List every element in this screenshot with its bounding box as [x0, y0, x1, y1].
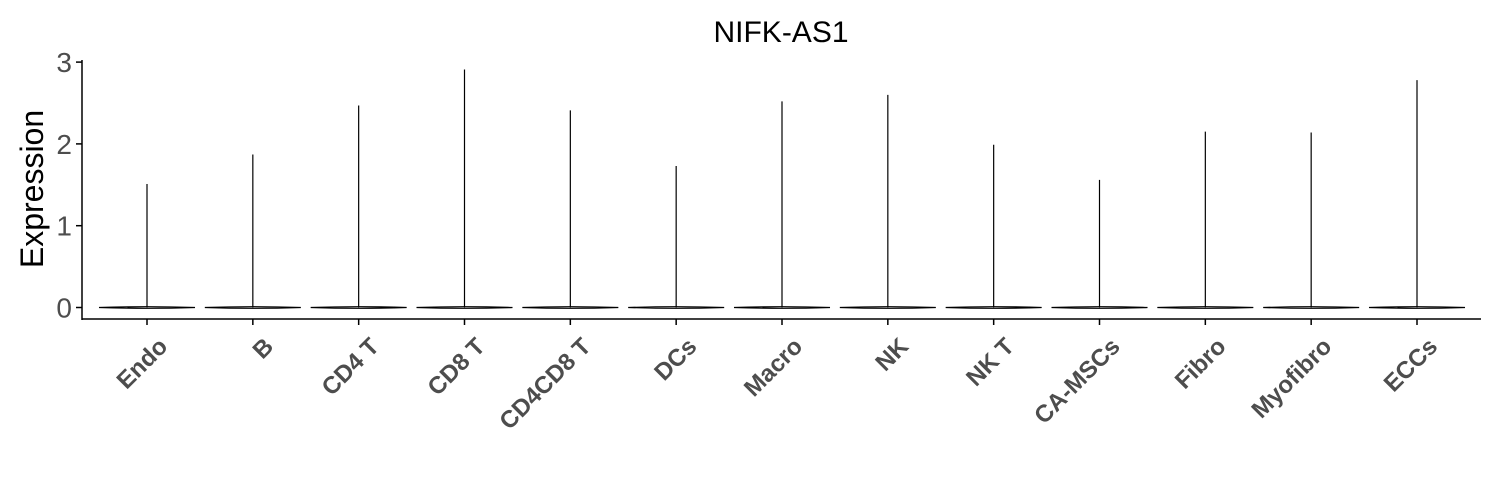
violin-ca-mscs: [1051, 179, 1148, 309]
violin-body: [628, 306, 725, 309]
violin-body: [839, 306, 936, 309]
violin-nk: [839, 94, 936, 309]
violin-body: [416, 306, 513, 309]
violin-body: [522, 306, 619, 309]
violin-endo: [98, 183, 196, 309]
violin-b: [204, 154, 301, 309]
x-tick-label: CD4 T: [317, 333, 385, 401]
x-tick-label: DCs: [649, 333, 702, 386]
violin-cd4-t: [310, 105, 407, 309]
x-tick-label: CA-MSCs: [1029, 333, 1125, 429]
x-tick-label: B: [248, 333, 279, 364]
violin-macro: [733, 101, 831, 309]
x-tick-label: Macro: [739, 333, 808, 402]
violin-body: [98, 306, 196, 309]
violin-fibro: [1157, 131, 1254, 309]
violin-body: [1263, 306, 1360, 309]
y-tick-label: 0: [56, 293, 72, 324]
x-tick-label: CD8 T: [422, 333, 490, 401]
violin-body: [204, 306, 301, 309]
violin-dcs: [628, 165, 725, 309]
x-tick-label: ECCs: [1379, 333, 1443, 397]
violin-body: [1368, 306, 1466, 309]
x-tick-label: Myofibro: [1247, 333, 1338, 424]
chart-title: NIFK-AS1: [713, 16, 848, 49]
violin-body: [945, 306, 1042, 309]
violin-eccs: [1368, 80, 1466, 309]
violin-body: [1157, 306, 1254, 309]
violin-cd4cd8-t: [522, 110, 619, 309]
violin-body: [310, 306, 407, 309]
y-axis-ticks: 0 1 2 3: [56, 47, 82, 324]
x-tick-label: CD4CD8 T: [494, 333, 596, 435]
violin-body: [733, 306, 831, 309]
violin-myofibro: [1263, 132, 1360, 309]
violin-cd8-t: [416, 69, 513, 309]
violin-body: [1051, 306, 1148, 309]
x-tick-label: NK T: [961, 333, 1020, 392]
x-tick-label: NK: [870, 333, 914, 377]
violin-nk-t: [945, 144, 1042, 309]
x-axis-ticks: Endo B CD4 T CD8 T CD4CD8 T DCs Macro NK NK T CA-…: [112, 319, 1443, 435]
plot-area: [98, 69, 1466, 309]
y-tick-label: 1: [56, 211, 72, 242]
y-tick-label: 2: [56, 129, 72, 160]
x-tick-label: Fibro: [1170, 333, 1232, 395]
x-tick-label: Endo: [112, 333, 174, 395]
y-tick-label: 3: [56, 47, 72, 78]
y-axis-label: Expression: [14, 110, 50, 268]
